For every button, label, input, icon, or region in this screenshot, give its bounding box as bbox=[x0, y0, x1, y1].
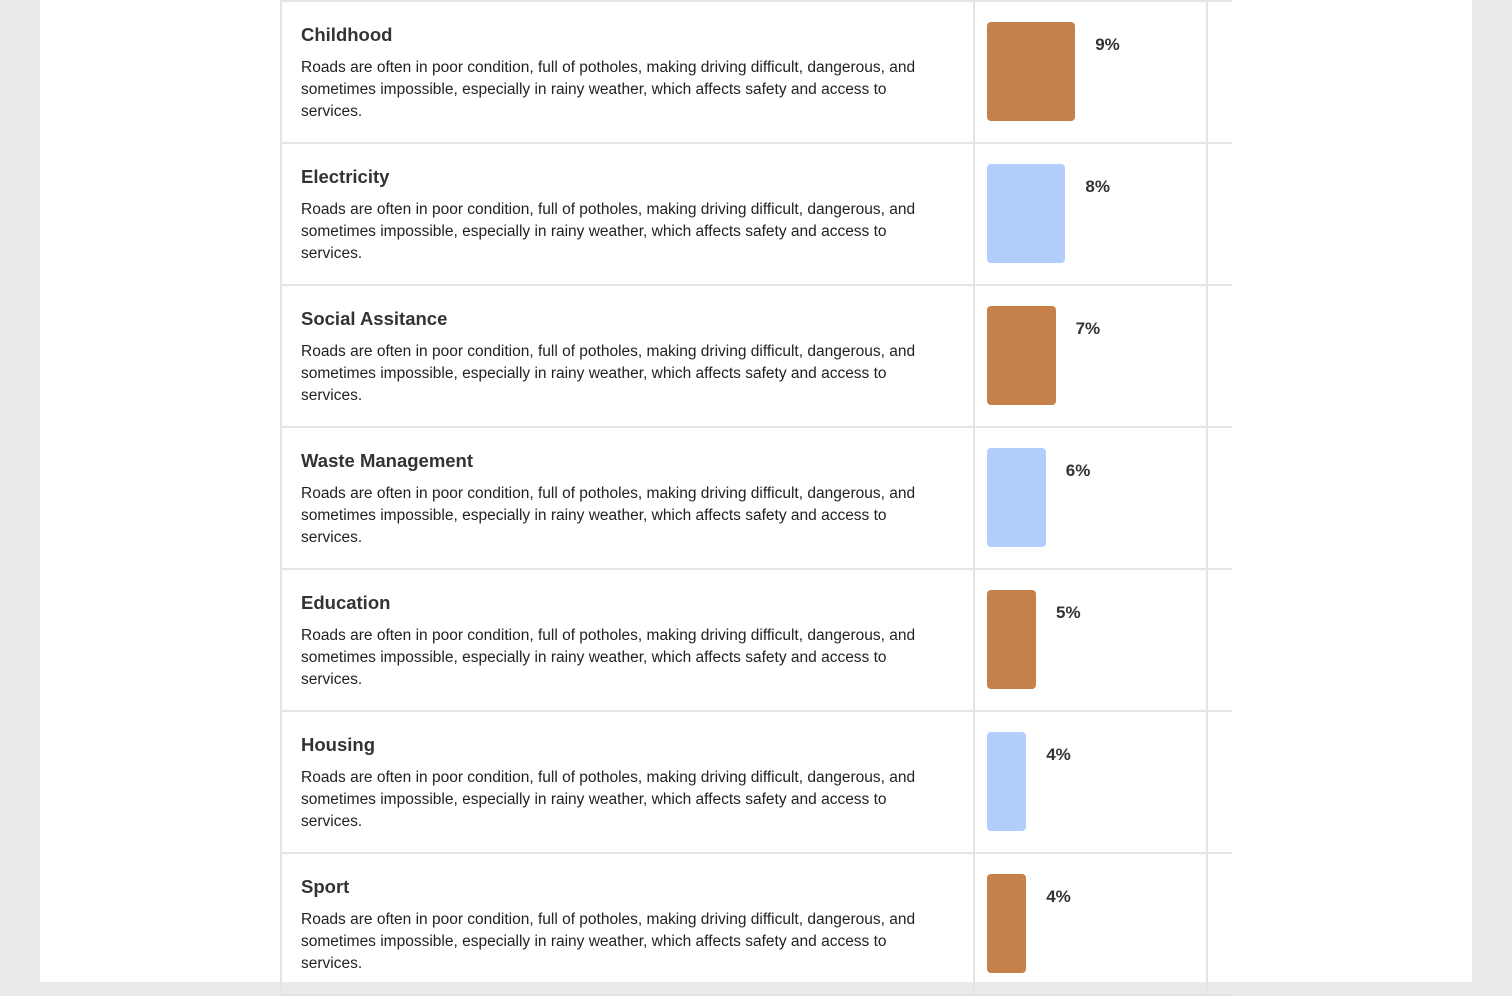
category-cell: Childhood Roads are often in poor condit… bbox=[280, 2, 975, 142]
percent-cell: 8% bbox=[975, 144, 1208, 284]
percent-cell: 4% bbox=[975, 712, 1208, 852]
category-cell: Electricity Roads are often in poor cond… bbox=[280, 144, 975, 284]
category-description: Roads are often in poor condition, full … bbox=[301, 201, 916, 262]
category-cell: Waste Management Roads are often in poor… bbox=[280, 428, 975, 568]
category-description: Roads are often in poor condition, full … bbox=[301, 627, 916, 688]
percent-label: 5% bbox=[1056, 603, 1081, 622]
category-description: Roads are often in poor condition, full … bbox=[301, 769, 916, 830]
category-cell: Housing Roads are often in poor conditio… bbox=[280, 712, 975, 852]
category-title: Electricity bbox=[301, 166, 390, 187]
category-cell: Social Assitance Roads are often in poor… bbox=[280, 286, 975, 426]
page: Childhood Roads are often in poor condit… bbox=[40, 0, 1472, 996]
category-description: Roads are often in poor condition, full … bbox=[301, 911, 916, 972]
percent-bar bbox=[987, 306, 1056, 405]
percent-bar bbox=[987, 448, 1046, 547]
table-row: Sport Roads are often in poor condition,… bbox=[280, 854, 1232, 996]
percent-label: 4% bbox=[1046, 887, 1071, 906]
category-cell: Education Roads are often in poor condit… bbox=[280, 570, 975, 710]
percent-cell: 9% bbox=[975, 2, 1208, 142]
percent-bar bbox=[987, 590, 1036, 689]
category-description: Roads are often in poor condition, full … bbox=[301, 59, 916, 120]
percent-bar bbox=[987, 874, 1027, 973]
percent-cell: 7% bbox=[975, 286, 1208, 426]
percent-cell: 6% bbox=[975, 428, 1208, 568]
category-description: Roads are often in poor condition, full … bbox=[301, 343, 916, 404]
percent-bar bbox=[987, 164, 1066, 263]
percent-label: 9% bbox=[1095, 35, 1120, 54]
category-title: Waste Management bbox=[301, 450, 474, 471]
category-title: Childhood bbox=[301, 24, 393, 45]
table-row: Education Roads are often in poor condit… bbox=[280, 570, 1232, 712]
percent-bar bbox=[987, 22, 1076, 121]
category-title: Education bbox=[301, 592, 391, 613]
table-row: Housing Roads are often in poor conditio… bbox=[280, 712, 1232, 854]
percent-label: 7% bbox=[1075, 319, 1101, 338]
percent-cell: 4% bbox=[975, 854, 1208, 994]
category-table: Childhood Roads are often in poor condit… bbox=[280, 0, 1232, 996]
percent-label: 8% bbox=[1085, 177, 1110, 196]
category-title: Housing bbox=[301, 734, 375, 755]
category-title: Social Assitance bbox=[301, 308, 448, 329]
table-row: Childhood Roads are often in poor condit… bbox=[280, 2, 1232, 144]
table-row: Waste Management Roads are often in poor… bbox=[280, 428, 1232, 570]
percent-bar bbox=[987, 732, 1027, 831]
table-row: Social Assitance Roads are often in poor… bbox=[280, 286, 1232, 428]
percent-cell: 5% bbox=[975, 570, 1208, 710]
category-title: Sport bbox=[301, 876, 350, 897]
percent-label: 4% bbox=[1046, 745, 1071, 764]
percent-label: 6% bbox=[1065, 461, 1091, 480]
category-description: Roads are often in poor condition, full … bbox=[301, 485, 916, 546]
category-cell: Sport Roads are often in poor condition,… bbox=[280, 854, 975, 994]
table-row: Electricity Roads are often in poor cond… bbox=[280, 144, 1232, 286]
